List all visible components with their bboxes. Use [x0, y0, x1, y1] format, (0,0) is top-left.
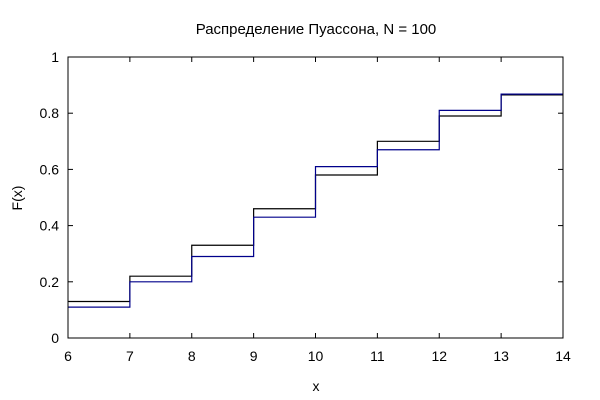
y-tick-label: 0.2	[40, 274, 60, 290]
x-tick-label: 7	[126, 348, 134, 364]
x-axis-label: x	[313, 378, 320, 394]
y-tick-label: 0.6	[40, 161, 60, 177]
y-tick-label: 0.4	[40, 218, 60, 234]
y-axis-ticks: 0 0.2 0.4 0.6 0.8 1	[40, 49, 563, 346]
x-tick-label: 12	[431, 348, 447, 364]
x-tick-label: 14	[555, 348, 571, 364]
x-axis-ticks: 6 7 8 9 10 11 12 13 14	[64, 57, 571, 364]
y-axis-label: F(x)	[9, 186, 25, 211]
plot-frame	[67, 56, 564, 339]
chart-title: Распределение Пуассона, N = 100	[196, 21, 437, 38]
series-layer	[68, 93, 563, 308]
x-tick-label: 8	[188, 348, 196, 364]
y-tick-label: 0.8	[40, 105, 60, 121]
series-2-step-line	[68, 93, 563, 308]
x-tick-label: 10	[308, 348, 324, 364]
y-tick-label: 1	[51, 49, 59, 65]
y-tick-label: 0	[51, 330, 59, 346]
x-tick-label: 13	[493, 348, 509, 364]
x-tick-label: 11	[370, 348, 385, 364]
x-tick-label: 9	[250, 348, 258, 364]
x-tick-label: 6	[64, 348, 72, 364]
